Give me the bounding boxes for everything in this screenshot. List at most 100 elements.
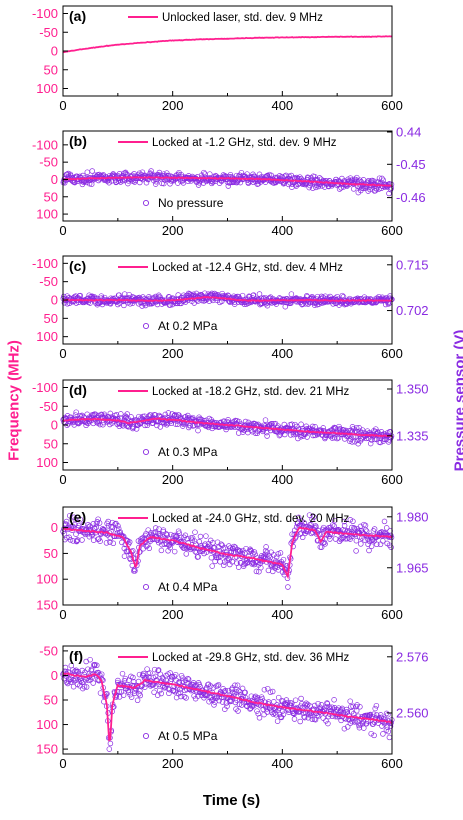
scatter-point	[166, 686, 173, 693]
scatter-point	[135, 678, 142, 685]
x-tick-label: 400	[271, 756, 293, 771]
scatter-point	[195, 427, 201, 434]
panel-label: (b)	[69, 133, 87, 149]
panel-label: (f)	[69, 648, 83, 664]
y-tick-label: -50	[39, 155, 58, 170]
scatter-point	[322, 541, 328, 547]
scatter-point	[349, 439, 355, 445]
scatter-point	[197, 533, 204, 540]
scatter-point	[354, 702, 360, 708]
scatter-point	[273, 712, 279, 718]
x-tick-label: 200	[162, 346, 184, 361]
scatter-point	[84, 298, 90, 304]
x-tick-label: 200	[162, 607, 184, 622]
scatter-point	[121, 553, 128, 559]
scatter-point	[180, 292, 187, 298]
scatter-point	[259, 695, 265, 702]
scatter-point	[195, 182, 202, 188]
scatter-point	[290, 543, 296, 550]
scatter-point	[132, 568, 138, 574]
series-line	[62, 417, 393, 438]
scatter-point	[115, 416, 121, 422]
scatter-point	[362, 527, 369, 533]
x-tick-label: 200	[162, 472, 184, 487]
scatter-point	[207, 171, 213, 177]
scatter-point	[303, 700, 309, 707]
x-tick-label: 600	[381, 607, 403, 622]
scatter-point	[202, 290, 208, 296]
scatter-point	[74, 537, 81, 543]
scatter-point	[181, 694, 188, 700]
scatter-point	[98, 671, 105, 677]
scatter-point	[90, 680, 96, 686]
scatter-point	[90, 537, 97, 543]
scatter-point	[183, 551, 190, 557]
scatter-point	[353, 537, 360, 544]
scatter-point	[254, 708, 260, 714]
scatter-point	[274, 718, 281, 724]
scatter-point	[158, 690, 164, 697]
scatter-point	[80, 685, 86, 692]
scatter-point	[148, 168, 154, 174]
scatter-point	[318, 702, 325, 708]
legend-line-label: Locked at -24.0 GHz, std. dev. 20 MHz	[152, 513, 350, 525]
scatter-point	[377, 439, 384, 446]
legend-line-label: Locked at -1.2 GHz, std. dev. 9 MHz	[152, 137, 337, 149]
scatter-point	[159, 180, 165, 187]
scatter-point	[348, 709, 355, 715]
scatter-point	[297, 174, 303, 180]
legend-scatter-label: At 0.2 MPa	[158, 319, 218, 333]
scatter-point	[264, 685, 271, 692]
scatter-point	[380, 538, 386, 544]
scatter-point	[172, 421, 179, 427]
scatter-point	[84, 169, 91, 175]
scatter-point	[136, 671, 143, 678]
scatter-point	[350, 186, 357, 192]
scatter-point	[309, 293, 315, 300]
scatter-point	[383, 525, 390, 531]
scatter-point	[280, 180, 287, 187]
scatter-point	[165, 410, 172, 416]
scatter-point	[190, 681, 197, 688]
scatter-point	[97, 690, 104, 696]
scatter-point	[388, 544, 394, 551]
scatter-point	[351, 719, 358, 725]
scatter-point	[268, 709, 275, 716]
scatter-point	[245, 429, 251, 436]
scatter-point	[153, 178, 160, 185]
scatter-point	[343, 706, 350, 713]
scatter-point	[64, 301, 71, 307]
scatter-point	[361, 537, 368, 543]
scatter-point	[171, 412, 178, 419]
scatter-point	[261, 686, 268, 693]
scatter-point	[97, 538, 103, 544]
scatter-point	[292, 421, 298, 428]
scatter-point	[264, 433, 270, 439]
scatter-point	[180, 180, 187, 186]
scatter-point	[350, 703, 356, 710]
scatter-point	[163, 417, 169, 424]
scatter-point	[89, 168, 95, 174]
scatter-point	[350, 710, 357, 717]
scatter-point	[380, 177, 387, 183]
scatter-point	[73, 531, 79, 537]
scatter-point	[86, 180, 93, 187]
scatter-point	[295, 514, 302, 521]
scatter-point	[280, 711, 287, 718]
scatter-point	[371, 526, 378, 532]
x-tick-label: 600	[381, 223, 403, 238]
scatter-point	[234, 682, 241, 689]
y-tick-label: -50	[39, 643, 58, 658]
scatter-point	[316, 527, 322, 534]
scatter-point	[225, 687, 231, 694]
scatter-point	[142, 422, 148, 429]
x-tick-label: 0	[59, 223, 66, 238]
scatter-point	[189, 537, 195, 543]
scatter-point	[248, 693, 255, 699]
scatter-point	[269, 688, 276, 695]
scatter-point	[331, 434, 338, 441]
scatter-point	[374, 541, 380, 548]
scatter-point	[367, 440, 374, 447]
x-tick-label: 0	[59, 472, 66, 487]
scatter-point	[158, 547, 165, 554]
